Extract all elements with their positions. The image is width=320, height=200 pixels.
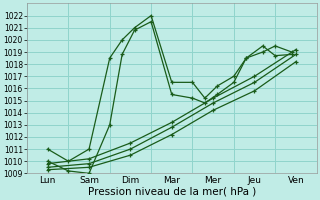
X-axis label: Pression niveau de la mer( hPa ): Pression niveau de la mer( hPa ) xyxy=(88,187,256,197)
